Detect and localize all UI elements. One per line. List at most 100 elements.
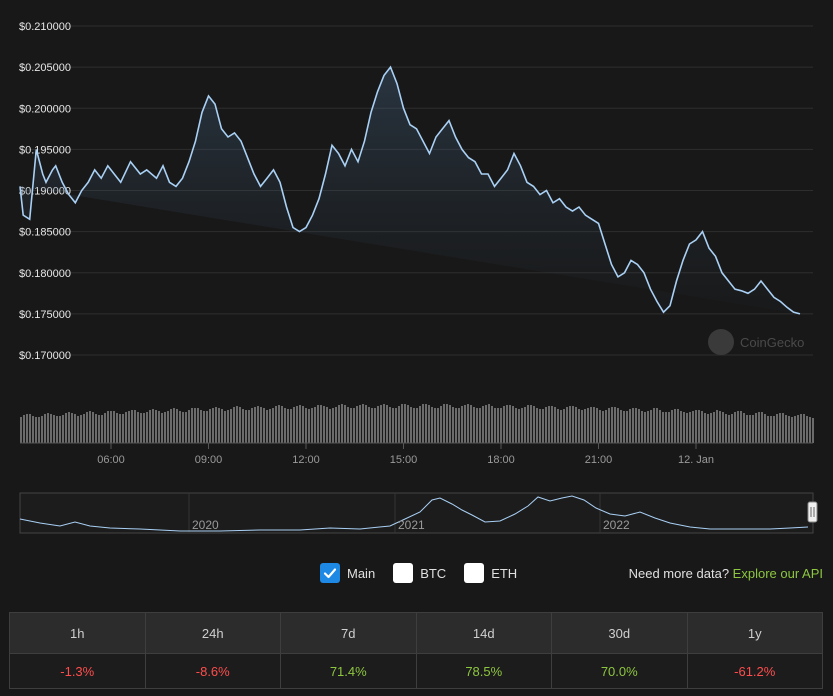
volume-bar [176, 409, 178, 443]
volume-bar [224, 411, 226, 443]
volume-bar [761, 412, 763, 443]
volume-bar [371, 408, 373, 443]
navigator[interactable]: 2020 2021 2022 [19, 492, 818, 534]
volume-bar [98, 415, 100, 443]
explore-api-link[interactable]: Explore our API [732, 566, 823, 581]
volume-bar [683, 412, 685, 443]
volume-bar [236, 406, 238, 443]
y-tick-label: $0.195000 [19, 144, 71, 156]
volume-bar [689, 412, 691, 443]
volume-bar [95, 414, 97, 443]
volume-bar [713, 412, 715, 443]
volume-bar [554, 407, 556, 443]
eth-checkbox[interactable] [464, 563, 485, 583]
volume-bar [782, 413, 784, 443]
x-axis-labels: 06:00 09:00 12:00 15:00 18:00 21:00 12. Jan [97, 443, 714, 466]
volume-bar [326, 407, 328, 443]
volume-bar [68, 412, 70, 443]
volume-bar [545, 407, 547, 443]
volume-bar [635, 408, 637, 443]
volume-bar [704, 413, 706, 443]
value-7d: 71.4% [280, 653, 417, 689]
btc-checkbox[interactable] [393, 563, 414, 583]
legend-main[interactable]: Main [320, 563, 375, 583]
volume-bar [746, 415, 748, 443]
volume-bar [293, 407, 295, 443]
volume-bar [629, 409, 631, 443]
navigator-label-2021: 2021 [398, 518, 425, 532]
volume-bar [197, 408, 199, 443]
volume-bar [380, 405, 382, 443]
volume-bar [707, 414, 709, 443]
volume-bar [659, 410, 661, 443]
volume-bar [467, 404, 469, 443]
volume-bar [440, 406, 442, 443]
volume-bar [425, 404, 427, 443]
volume-bar [461, 406, 463, 443]
legend-btc[interactable]: BTC [393, 563, 446, 583]
performance-table: 1h 24h 7d 14d 30d 1y -1.3% -8.6% 71.4% 7… [9, 612, 823, 689]
volume-bar [455, 408, 457, 443]
volume-bar [311, 408, 313, 443]
volume-bar [179, 411, 181, 443]
main-checkbox[interactable] [320, 563, 340, 583]
volume-bar [170, 409, 172, 443]
price-chart[interactable]: $0.210000 $0.205000 $0.200000 $0.195000 $0.1… [0, 0, 833, 556]
volume-bar [23, 415, 25, 443]
volume-bars [20, 404, 814, 443]
volume-bar [110, 411, 112, 443]
navigator-label-2022: 2022 [603, 518, 630, 532]
volume-bar [266, 410, 268, 443]
volume-bar [542, 409, 544, 443]
volume-bar [302, 406, 304, 443]
volume-bar [401, 404, 403, 443]
volume-bar [776, 414, 778, 443]
volume-bar [245, 410, 247, 443]
legend-eth[interactable]: ETH [464, 563, 517, 583]
volume-bar [314, 407, 316, 443]
volume-bar [407, 405, 409, 443]
volume-bar [416, 408, 418, 443]
volume-bar [332, 408, 334, 443]
volume-bar [719, 411, 721, 443]
volume-bar [617, 408, 619, 443]
volume-bar [716, 410, 718, 443]
volume-bar [335, 407, 337, 443]
volume-bar [191, 408, 193, 443]
volume-bar [410, 407, 412, 443]
volume-bar [662, 412, 664, 443]
volume-bar [485, 405, 487, 443]
api-prompt: Need more data? [628, 566, 730, 581]
volume-bar [59, 416, 61, 443]
volume-bar [77, 416, 79, 443]
volume-bar [260, 407, 262, 443]
volume-bar [203, 411, 205, 443]
volume-bar [284, 408, 286, 443]
legend-btc-label: BTC [420, 565, 447, 581]
volume-bar [44, 414, 46, 443]
volume-bar [419, 406, 421, 443]
volume-bar [509, 405, 511, 443]
volume-bar [608, 408, 610, 443]
volume-bar [791, 417, 793, 443]
volume-bar [758, 412, 760, 443]
volume-bar [185, 412, 187, 443]
x-tick-label: 21:00 [585, 454, 613, 466]
volume-bar [116, 413, 118, 443]
coingecko-watermark: CoinGecko [708, 329, 804, 355]
price-line[interactable] [19, 65, 801, 315]
y-tick-label: $0.200000 [19, 103, 71, 115]
volume-bar [107, 411, 109, 443]
navigator-handle[interactable] [807, 501, 818, 523]
volume-bar [764, 414, 766, 443]
volume-bar [527, 405, 529, 443]
volume-bar [149, 410, 151, 443]
volume-bar [47, 413, 49, 443]
volume-bar [404, 404, 406, 443]
volume-bar [398, 406, 400, 443]
volume-bar [350, 408, 352, 443]
legend-eth-label: ETH [491, 565, 518, 581]
volume-bar [83, 414, 85, 443]
volume-bar [443, 404, 445, 443]
volume-bar [158, 411, 160, 443]
